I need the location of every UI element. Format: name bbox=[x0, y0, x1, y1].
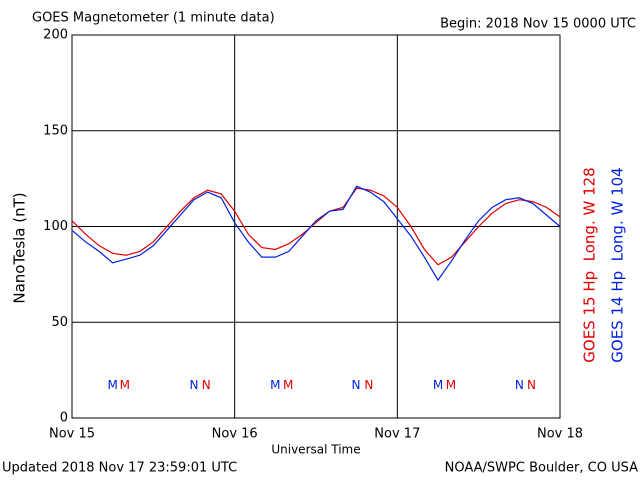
y-tick-label: 150 bbox=[43, 123, 68, 138]
y-tick-label: 0 bbox=[60, 411, 68, 426]
event-marker: M bbox=[120, 378, 130, 392]
x-tick-label: Nov 18 bbox=[537, 427, 583, 442]
y-tick-label: 200 bbox=[43, 28, 68, 43]
x-tick-label: Nov 17 bbox=[374, 427, 420, 442]
footer-right: NOAA/SWPC Boulder, CO USA bbox=[445, 461, 638, 476]
event-marker: N bbox=[527, 378, 536, 392]
footer-left: Updated 2018 Nov 17 23:59:01 UTC bbox=[2, 461, 237, 476]
event-marker: M bbox=[446, 378, 456, 392]
event-marker: M bbox=[283, 378, 293, 392]
event-marker: N bbox=[202, 378, 211, 392]
event-marker: M bbox=[270, 378, 280, 392]
event-marker: M bbox=[433, 378, 443, 392]
chart-subtitle: Begin: 2018 Nov 15 0000 UTC bbox=[440, 17, 636, 32]
chart-title: GOES Magnetometer (1 minute data) bbox=[32, 11, 275, 26]
y-tick-label: 50 bbox=[51, 315, 68, 330]
event-marker: M bbox=[107, 378, 117, 392]
x-axis-label: Universal Time bbox=[271, 443, 360, 457]
legend-label: GOES 15 Hp Long. W 128 bbox=[581, 167, 599, 362]
legend-label: GOES 14 Hp Long. W 104 bbox=[609, 167, 627, 362]
series-line bbox=[71, 185, 561, 282]
series-line bbox=[71, 187, 561, 266]
x-tick-label: Nov 15 bbox=[49, 427, 95, 442]
y-axis-label: NanoTesla (nT) bbox=[11, 192, 29, 303]
x-tick-label: Nov 16 bbox=[212, 427, 258, 442]
event-marker: N bbox=[351, 378, 360, 392]
event-marker: N bbox=[515, 378, 524, 392]
event-marker: N bbox=[190, 378, 199, 392]
y-tick-label: 100 bbox=[43, 219, 68, 234]
event-marker: N bbox=[364, 378, 373, 392]
